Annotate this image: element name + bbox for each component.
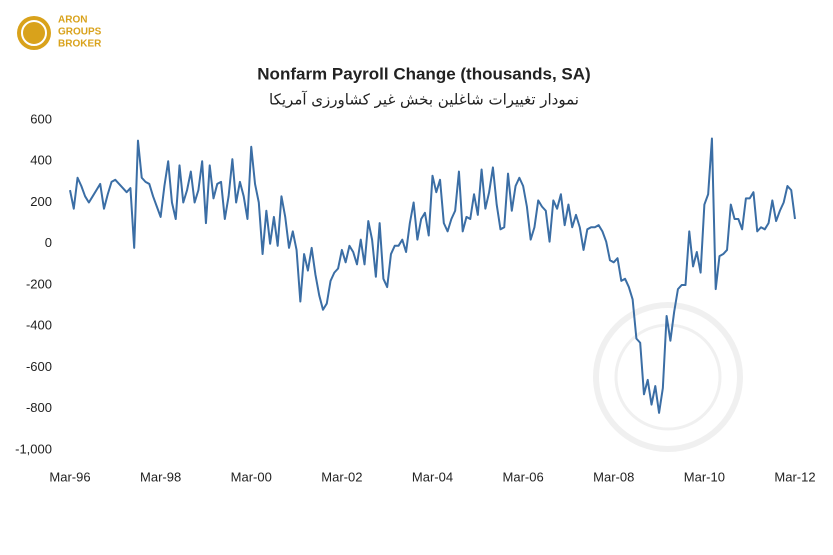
y-tick-label: -600 — [26, 359, 52, 374]
y-tick-label: 0 — [45, 235, 52, 250]
x-tick-label: Mar-96 — [49, 469, 90, 484]
y-tick-label: 600 — [30, 111, 52, 126]
y-tick-label: -800 — [26, 400, 52, 415]
x-tick-label: Mar-02 — [321, 469, 362, 484]
x-tick-label: Mar-04 — [412, 469, 453, 484]
logo: ARON GROUPS BROKER — [17, 15, 102, 50]
chart-title: Nonfarm Payroll Change (thousands, SA) — [257, 64, 590, 83]
y-tick-label: -1,000 — [15, 441, 52, 456]
x-tick-label: Mar-12 — [774, 469, 815, 484]
y-tick-label: -200 — [26, 276, 52, 291]
logo-text: ARON — [58, 15, 87, 26]
watermark-ring — [614, 323, 722, 431]
chart-subtitle: نمودار تغییرات شاغلین بخش غیر کشاورزی آم… — [269, 91, 579, 109]
logo-text: BROKER — [58, 39, 102, 50]
logo-ring — [21, 20, 47, 46]
x-tick-label: Mar-98 — [140, 469, 181, 484]
x-tick-label: Mar-08 — [593, 469, 634, 484]
x-tick-label: Mar-00 — [231, 469, 272, 484]
data-line — [69, 137, 796, 414]
y-tick-label: -400 — [26, 318, 52, 333]
y-tick-label: 400 — [30, 153, 52, 168]
x-tick-label: Mar-06 — [503, 469, 544, 484]
watermark-ring — [593, 302, 743, 452]
logo-text: GROUPS — [58, 27, 102, 38]
x-tick-label: Mar-10 — [684, 469, 725, 484]
y-tick-label: 200 — [30, 194, 52, 209]
